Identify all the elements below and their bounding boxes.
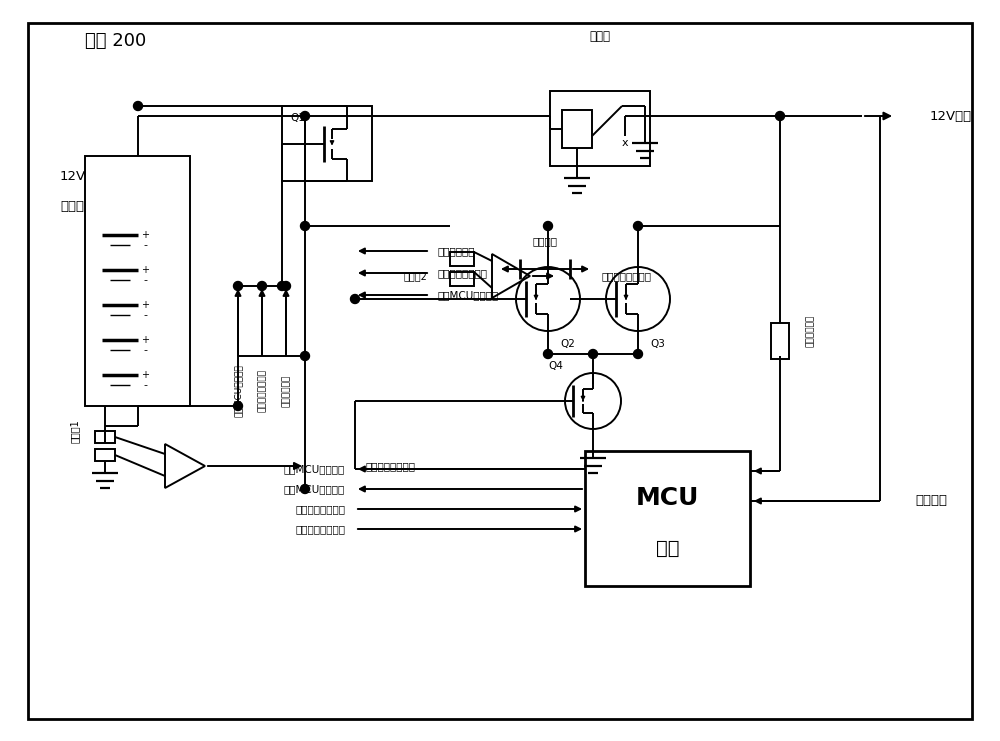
Text: Q2: Q2 bbox=[561, 339, 575, 349]
Text: 模组电池电流信号: 模组电池电流信号 bbox=[365, 461, 415, 471]
Text: 锂电池: 锂电池 bbox=[60, 199, 84, 213]
Text: 模块: 模块 bbox=[656, 539, 679, 558]
Text: 第二MCU控制信号: 第二MCU控制信号 bbox=[284, 484, 345, 494]
Text: -: - bbox=[143, 310, 147, 320]
Text: 继电器: 继电器 bbox=[590, 30, 610, 42]
Circle shape bbox=[544, 350, 552, 359]
Bar bbox=[585, 451, 750, 586]
Circle shape bbox=[300, 485, 310, 494]
Text: Q4: Q4 bbox=[548, 361, 563, 371]
Bar bbox=[550, 91, 650, 166]
Text: 模组电池电流信号: 模组电池电流信号 bbox=[295, 504, 345, 514]
Text: MCU: MCU bbox=[636, 486, 699, 511]
Circle shape bbox=[234, 282, 242, 290]
Text: 系统 200: 系统 200 bbox=[85, 32, 146, 50]
Text: +: + bbox=[141, 370, 149, 380]
Text: 输出电压感测: 输出电压感测 bbox=[806, 315, 814, 347]
Text: -: - bbox=[143, 275, 147, 285]
Bar bbox=[450, 252, 474, 266]
Bar bbox=[282, 106, 372, 181]
Bar bbox=[771, 323, 789, 359]
Bar bbox=[85, 156, 190, 406]
Text: 常闭开关: 常闭开关 bbox=[532, 236, 558, 246]
Text: Q3: Q3 bbox=[651, 339, 665, 349]
Circle shape bbox=[258, 282, 266, 290]
Text: 第一MCU控制信号: 第一MCU控制信号 bbox=[234, 365, 242, 417]
Bar bbox=[450, 272, 474, 286]
Bar bbox=[95, 431, 115, 443]
Text: +: + bbox=[141, 230, 149, 240]
Text: +: + bbox=[141, 300, 149, 310]
Bar bbox=[95, 449, 115, 461]
Text: 分流器2: 分流器2 bbox=[403, 271, 427, 281]
Text: 第二通道电流信号: 第二通道电流信号 bbox=[438, 268, 488, 278]
Text: 第二通道电流信号: 第二通道电流信号 bbox=[602, 271, 652, 281]
Text: 12V: 12V bbox=[60, 170, 86, 182]
Text: 分流器1: 分流器1 bbox=[70, 419, 80, 443]
Text: Q1: Q1 bbox=[290, 113, 305, 123]
Circle shape bbox=[234, 402, 242, 411]
Circle shape bbox=[634, 222, 642, 230]
Text: 第二通道电流信号: 第二通道电流信号 bbox=[258, 370, 266, 413]
Text: 硬件保护信号: 硬件保护信号 bbox=[282, 375, 290, 407]
Circle shape bbox=[282, 282, 290, 290]
Circle shape bbox=[776, 111, 784, 121]
Circle shape bbox=[300, 222, 310, 230]
Text: -: - bbox=[143, 240, 147, 250]
Circle shape bbox=[134, 102, 143, 110]
Text: +: + bbox=[141, 335, 149, 345]
Text: +: + bbox=[141, 265, 149, 275]
Text: -: - bbox=[143, 345, 147, 355]
Text: -: - bbox=[143, 380, 147, 390]
Circle shape bbox=[588, 350, 598, 359]
Text: 第二通道电流信号: 第二通道电流信号 bbox=[295, 524, 345, 534]
Circle shape bbox=[544, 222, 552, 230]
Circle shape bbox=[300, 351, 310, 361]
Text: 第一MCU控制信号: 第一MCU控制信号 bbox=[284, 464, 345, 474]
Circle shape bbox=[300, 111, 310, 121]
Circle shape bbox=[634, 350, 642, 359]
Circle shape bbox=[278, 282, 287, 290]
Circle shape bbox=[351, 294, 360, 304]
Bar bbox=[562, 110, 592, 148]
Text: 唤醒信号: 唤醒信号 bbox=[915, 494, 947, 508]
Text: 第二MCU控制信号: 第二MCU控制信号 bbox=[438, 290, 499, 300]
Text: 硬件保护信号: 硬件保护信号 bbox=[438, 246, 476, 256]
Text: 12V电源: 12V电源 bbox=[930, 110, 972, 122]
Text: x: x bbox=[622, 138, 628, 148]
